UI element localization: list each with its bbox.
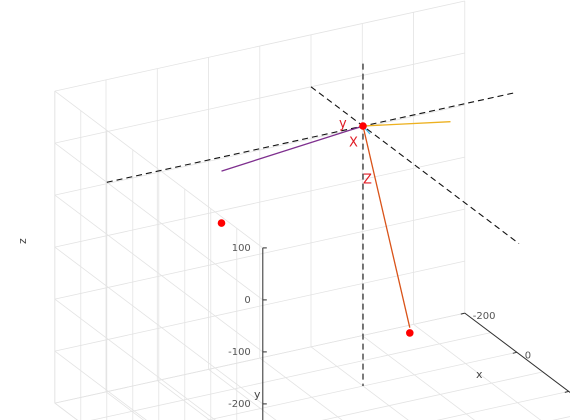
point-point-x: [406, 329, 414, 337]
side-wall-grid-line: [54, 194, 264, 353]
grid-lines: [54, 0, 570, 420]
y-axis-label: y: [254, 388, 261, 401]
annotation-x: X: [349, 136, 358, 151]
back-wall-grid-line: [54, 312, 465, 404]
line-red: [362, 125, 411, 328]
z-tick-label: 100: [232, 243, 251, 254]
floor-grid-line: [206, 351, 517, 420]
dashed-axis-lines: [106, 63, 520, 386]
back-wall-grid-line: [54, 104, 465, 196]
floor-grid-line: [464, 312, 570, 393]
point-point-y: [217, 219, 226, 227]
z-tick-label: -200: [228, 399, 251, 410]
line-purple: [221, 125, 364, 172]
back-wall-grid-line: [54, 156, 465, 248]
x-axis-label: x: [476, 368, 483, 381]
x-tick-mark: [460, 312, 465, 315]
side-wall-grid-line: [54, 350, 147, 420]
z-axis-label: z: [16, 238, 29, 244]
annotations: yX Z: [339, 117, 372, 188]
back-wall-grid-line: [54, 0, 465, 92]
back-wall-grid-line: [54, 52, 465, 144]
floor-grid-line: [259, 357, 343, 420]
x-axis-line: [310, 86, 520, 245]
annotation-z: Z: [363, 173, 372, 188]
z-tick-label: -100: [228, 347, 251, 358]
floor-grid-line: [436, 391, 569, 420]
floor-grid-line: [362, 335, 475, 420]
back-wall-grid-line: [54, 260, 465, 352]
side-wall-grid-line: [54, 298, 216, 420]
axis-box-edges: [262, 247, 570, 420]
z-tick-label: 0: [244, 295, 250, 306]
axis-tick-labels: -2000200400600-500-400-300-200-100010020…: [228, 243, 569, 410]
data-points: [217, 122, 414, 337]
annotation-y: y: [339, 117, 347, 132]
data-lines: [221, 121, 451, 328]
floor-grid-line: [413, 323, 542, 420]
side-wall-grid-line: [54, 142, 264, 301]
x-tick-mark: [564, 390, 569, 393]
x-tick-label: 0: [525, 350, 531, 361]
line-orange: [362, 121, 451, 127]
floor-grid-line: [208, 368, 277, 420]
y-axis-line: [106, 91, 517, 183]
floor-grid-line: [90, 332, 491, 420]
side-wall-grid-line: [54, 246, 264, 405]
x-tick-label: -200: [473, 311, 496, 322]
side-wall-grid-line: [54, 90, 264, 249]
point-origin: [359, 122, 367, 130]
floor-grid-line: [157, 380, 211, 420]
x-axis-edge: [464, 312, 570, 394]
floor-grid-line: [105, 391, 145, 420]
floor-grid-line: [310, 346, 409, 420]
x-tick-mark: [512, 351, 517, 354]
back-wall-grid-line: [54, 208, 465, 300]
